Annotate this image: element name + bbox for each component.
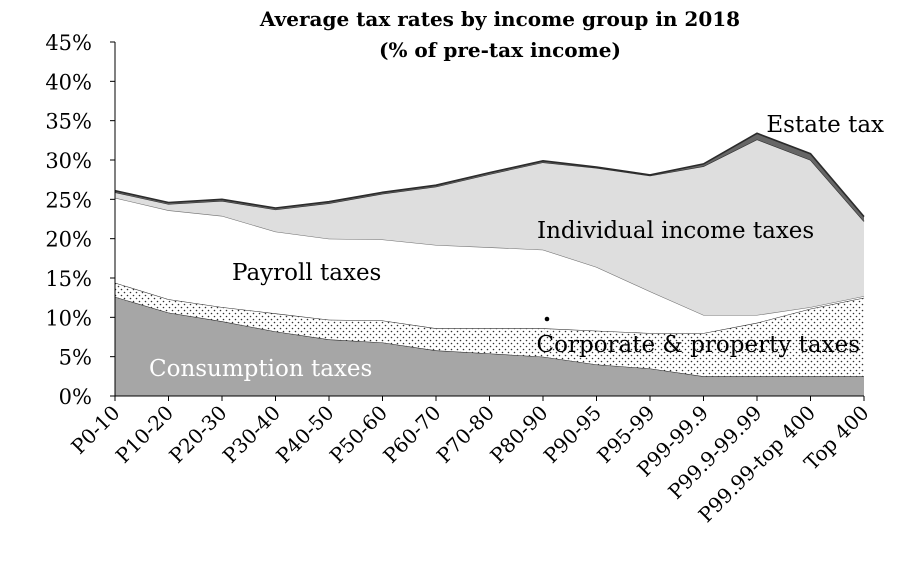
- line-estate-tax: [114, 132, 865, 218]
- annotation-payroll-taxes: Payroll taxes: [232, 260, 381, 286]
- x-tick-label: P40-50: [271, 401, 338, 468]
- area-payroll-taxes: [115, 197, 864, 334]
- x-tick-label: P60-70: [378, 401, 445, 468]
- y-tick-label: 30%: [45, 149, 92, 173]
- x-tick-label: P10-20: [111, 401, 178, 468]
- area-individual-income-taxes: [115, 139, 864, 315]
- annotation-consumption-taxes: Consumption taxes: [149, 356, 372, 382]
- area-consumption-taxes: [115, 296, 864, 396]
- y-tick-label: 20%: [45, 228, 92, 252]
- y-tick-label: 40%: [45, 70, 92, 94]
- area-series-group: [114, 132, 865, 396]
- annotation-estate-tax: Estate tax: [766, 112, 884, 138]
- x-tick-label: P80-90: [485, 401, 552, 468]
- point-marker: [544, 316, 550, 322]
- y-tick-label: 35%: [45, 110, 92, 134]
- y-tick-label: 25%: [45, 188, 92, 212]
- x-axis-ticks: P0-10P10-20P20-30P30-40P40-50P50-60P60-7…: [66, 396, 874, 527]
- chart-title: Average tax rates by income group in 201…: [259, 7, 740, 31]
- area-corporate-property-taxes: [115, 282, 864, 377]
- annotation-corporate-property-taxes: Corporate & property taxes: [537, 332, 860, 358]
- x-tick-label: P70-80: [432, 401, 499, 468]
- x-tick-label: P20-30: [164, 401, 231, 468]
- y-tick-label: 5%: [59, 346, 92, 370]
- y-axis-ticks: 0% 5% 10% 15% 20% 25% 30% 35% 40% 45%: [45, 31, 115, 409]
- x-tick-label: P90-95: [539, 401, 606, 468]
- y-tick-label: 0%: [59, 385, 92, 409]
- y-tick-label: 10%: [45, 306, 92, 330]
- x-tick-label: P50-60: [325, 401, 392, 468]
- x-tick-label: P30-40: [218, 401, 285, 468]
- y-tick-label: 45%: [45, 31, 92, 55]
- y-tick-label: 15%: [45, 267, 92, 291]
- annotation-individual-income-taxes: Individual income taxes: [537, 218, 814, 244]
- chart-subtitle: (% of pre-tax income): [379, 38, 621, 62]
